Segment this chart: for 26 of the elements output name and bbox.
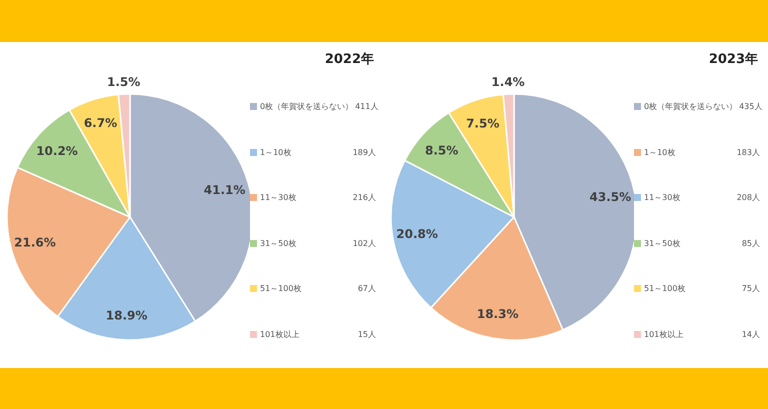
data-label: 1.5%	[107, 75, 140, 90]
data-label: 1.4%	[491, 75, 525, 90]
data-label: 10.2%	[36, 144, 78, 158]
category-label: 51～100枚 67人	[260, 284, 376, 294]
chart-title: 2023年	[708, 51, 758, 68]
category-label: 31～50枚 102人	[260, 238, 376, 248]
data-label: 6.7%	[84, 116, 118, 130]
data-label: 18.9%	[106, 308, 148, 322]
legend-label: 0枚（年賀状を送らない） 411人	[260, 101, 378, 112]
category-label: 11～30枚 216人	[260, 193, 376, 202]
chart-title: 2022年	[324, 51, 374, 68]
legend-label: 0枚（年賀状を送らない） 435人	[644, 101, 762, 112]
category-label: 101枚以上 14人	[644, 330, 760, 339]
data-label: 18.3%	[476, 307, 519, 322]
category-label: 51～100枚 75人	[644, 284, 760, 294]
data-label: 8.5%	[424, 143, 458, 158]
category-label: 101枚以上 15人	[260, 330, 376, 339]
data-label: 43.5%	[590, 190, 632, 204]
data-label: 41.1%	[204, 182, 246, 197]
data-label: 7.5%	[466, 116, 500, 131]
data-label: 21.6%	[14, 236, 56, 250]
category-label: 1～10枚 189人	[260, 148, 376, 157]
data-label: 20.8%	[396, 227, 438, 242]
category-label: 31～50枚 85人	[644, 238, 760, 248]
category-label: 11～30枚 208人	[644, 193, 760, 202]
category-label: 1～10枚 183人	[644, 148, 760, 157]
